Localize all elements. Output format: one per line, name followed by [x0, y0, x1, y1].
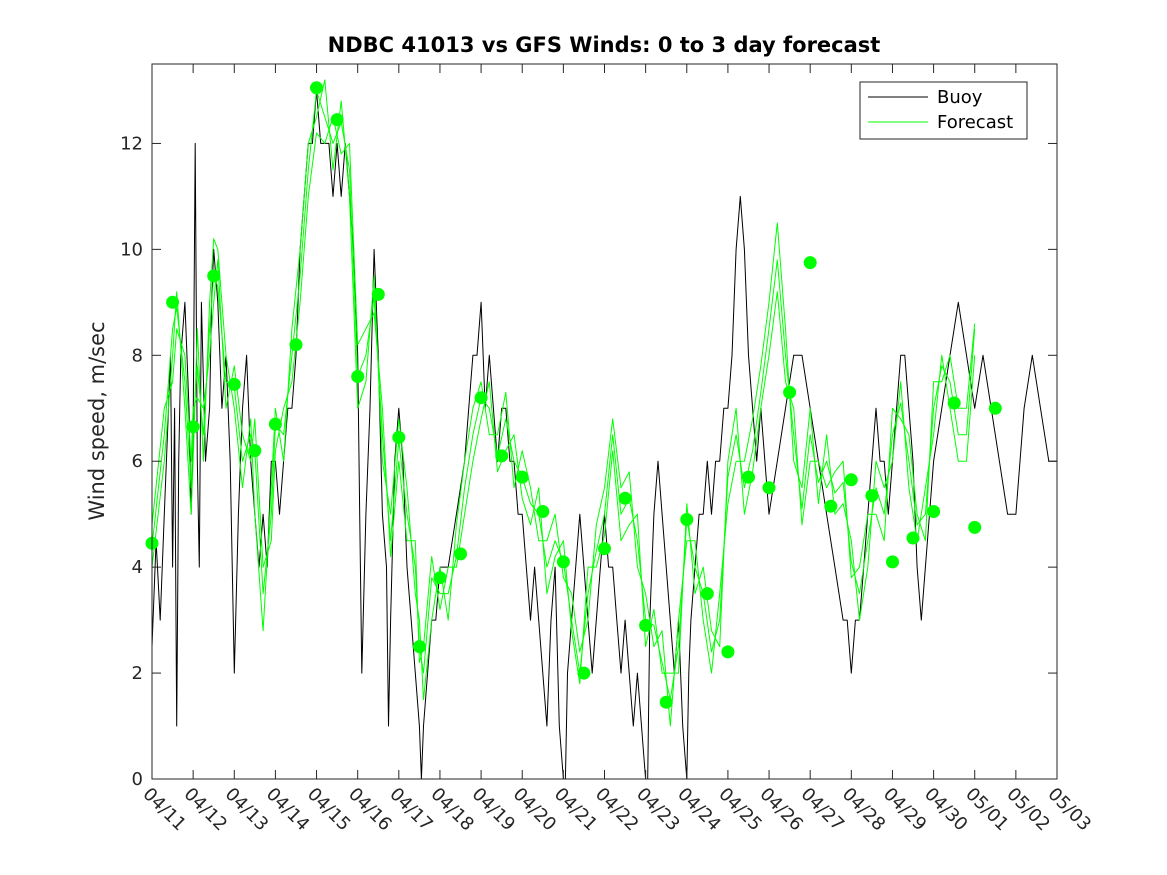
forecast-point [207, 269, 221, 283]
forecast-point [824, 499, 838, 513]
x-tick-label: 04/17 [385, 784, 437, 836]
x-tick-label: 04/12 [180, 784, 232, 836]
forecast-point [618, 491, 632, 505]
x-tick-label: 04/26 [756, 784, 808, 836]
forecast-point [330, 113, 344, 127]
x-tick-label: 04/24 [673, 784, 725, 836]
forecast-point [721, 645, 735, 659]
plot-area-frame [151, 63, 1058, 780]
x-tick-label: 04/11 [138, 784, 190, 836]
forecast-point [412, 640, 426, 654]
forecast-point [886, 555, 899, 569]
y-tick-label: 12 [120, 133, 143, 154]
forecast-point [968, 520, 982, 534]
forecast-point [598, 542, 611, 556]
forecast-point [433, 571, 447, 585]
x-tick-label: 04/18 [426, 784, 478, 836]
forecast-point [947, 396, 961, 410]
chart-title: NDBC 41013 vs GFS Winds: 0 to 3 day fore… [328, 33, 881, 57]
y-tick-label: 8 [132, 345, 143, 366]
forecast-point [762, 481, 776, 495]
forecast-point [680, 513, 694, 526]
forecast-point [310, 81, 323, 95]
forecast-point [803, 256, 817, 270]
forecast-point [515, 470, 529, 484]
forecast-point [392, 430, 406, 444]
x-tick-label: 04/16 [344, 784, 396, 836]
x-tick-label: 04/22 [591, 784, 643, 836]
forecast-point [166, 295, 180, 309]
forecast-point [289, 338, 303, 352]
forecast-point [865, 489, 879, 503]
y-tick-label: 2 [132, 663, 143, 684]
x-tick-label: 04/30 [920, 784, 972, 836]
x-tick-label: 04/15 [303, 784, 355, 836]
markers-layer [145, 81, 1002, 709]
forecast-point [742, 470, 755, 484]
forecast-series-line [152, 90, 976, 701]
forecast-point [927, 505, 941, 518]
forecast-point [474, 391, 488, 405]
y-tick-label: 4 [132, 557, 143, 578]
series-layer [152, 79, 1057, 779]
forecast-point [536, 505, 550, 518]
forecast-point [454, 547, 467, 561]
x-tick-label: 04/29 [879, 784, 931, 836]
x-tick-label: 04/14 [262, 784, 314, 836]
x-tick-label: 04/21 [550, 784, 602, 836]
forecast-series-line [152, 79, 976, 727]
x-tick-label: 04/28 [838, 784, 890, 836]
forecast-point [248, 444, 262, 458]
x-tick-label: 04/20 [509, 784, 561, 836]
y-axis: 0 2 4 6 8 10 12 [120, 133, 1057, 790]
x-tick-label: 04/25 [714, 784, 766, 836]
y-tick-label: 0 [132, 769, 143, 790]
forecast-point [988, 401, 1002, 415]
forecast-point [351, 370, 365, 383]
buoy-series-line [152, 90, 1057, 779]
y-tick-label: 6 [132, 451, 143, 472]
forecast-point [268, 417, 282, 431]
forecast-point [495, 449, 509, 463]
x-tick-label: 05/03 [1043, 784, 1095, 836]
x-tick-label: 04/19 [468, 784, 520, 836]
forecast-point [577, 666, 591, 680]
forecast-point [186, 420, 200, 434]
forecast-point [906, 531, 920, 545]
y-tick-label: 10 [120, 239, 143, 260]
forecast-point [371, 287, 385, 301]
forecast-point [844, 473, 858, 487]
legend-label-forecast: Forecast [937, 112, 1013, 133]
forecast-point [659, 695, 673, 709]
x-tick-label: 05/02 [1002, 784, 1054, 836]
legend-label-buoy: Buoy [937, 87, 983, 108]
x-tick-label: 04/23 [632, 784, 684, 836]
forecast-point [783, 385, 797, 399]
legend-box [859, 81, 1028, 140]
legend: Buoy Forecast [859, 81, 1028, 140]
forecast-point [556, 555, 570, 569]
x-tick-label: 04/13 [221, 784, 273, 836]
forecast-point [227, 377, 241, 391]
forecast-point [639, 618, 653, 632]
x-tick-label: 05/01 [961, 784, 1013, 836]
y-axis-label: Wind speed, m/sec [85, 321, 109, 520]
forecast-point [700, 587, 714, 601]
x-tick-label: 04/27 [797, 784, 849, 836]
forecast-series-line [152, 116, 976, 685]
